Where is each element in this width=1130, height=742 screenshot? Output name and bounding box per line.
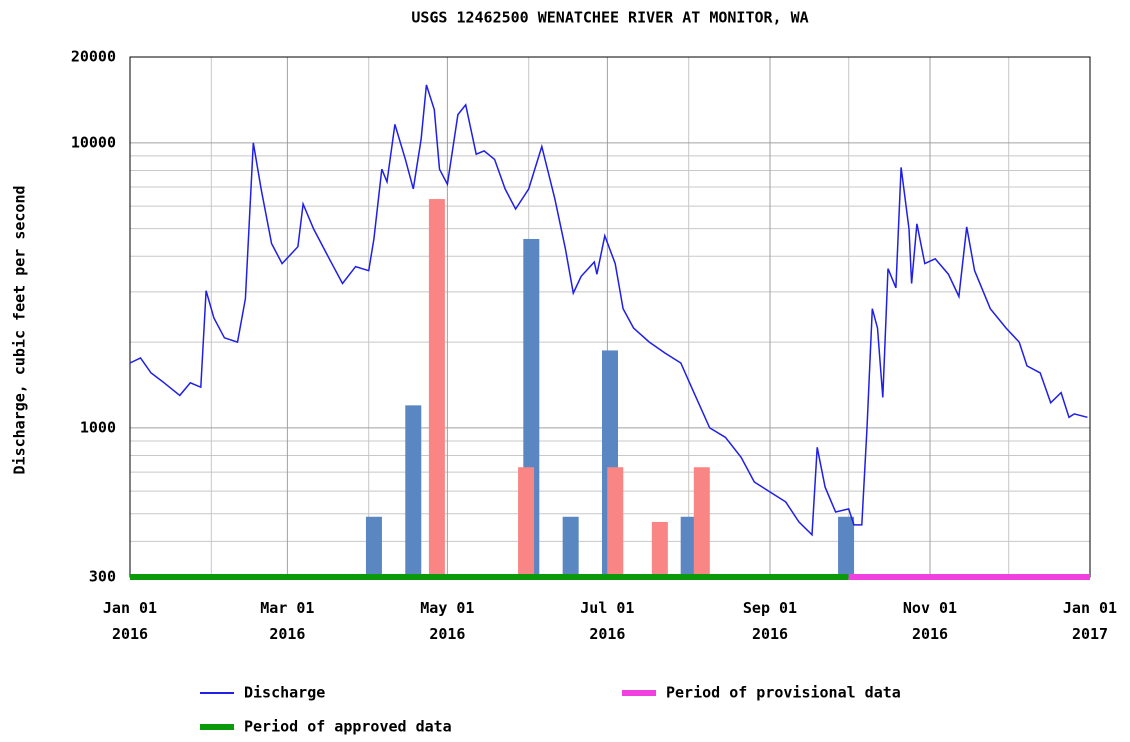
x-tick-label: Jan 01 2017	[1063, 599, 1117, 643]
bar	[405, 405, 422, 577]
x-tick-label: Jan 01 2016	[103, 599, 157, 643]
x-tick-label: Mar 01 2016	[260, 599, 314, 643]
chart-title: USGS 12462500 WENATCHEE RIVER AT MONITOR…	[411, 9, 808, 27]
period-bar	[848, 574, 1090, 580]
period-bar	[130, 574, 849, 580]
bar	[693, 467, 710, 577]
y-tick-label: 1000	[80, 418, 116, 436]
bar	[838, 516, 855, 577]
x-tick-label: Nov 01 2016	[903, 599, 957, 643]
legend-label: Period of approved data	[244, 718, 452, 736]
bar	[680, 516, 697, 577]
y-tick-label: 20000	[71, 48, 116, 66]
y-tick-label: 300	[89, 568, 116, 586]
x-tick-label: May 01 2016	[420, 599, 474, 643]
legend-label: Discharge	[244, 684, 325, 702]
legend-label: Period of provisional data	[666, 684, 901, 702]
x-tick-label: Jul 01 2016	[580, 599, 634, 643]
bar	[365, 516, 382, 577]
bar	[428, 199, 445, 578]
discharge-line	[129, 84, 1088, 537]
bar	[518, 467, 535, 577]
bar	[651, 521, 668, 577]
bar	[562, 516, 579, 577]
x-tick-label: Sep 01 2016	[743, 599, 797, 643]
y-tick-label: 10000	[71, 133, 116, 151]
y-axis-label: Discharge, cubic feet per second	[11, 186, 29, 475]
bar	[607, 467, 624, 577]
